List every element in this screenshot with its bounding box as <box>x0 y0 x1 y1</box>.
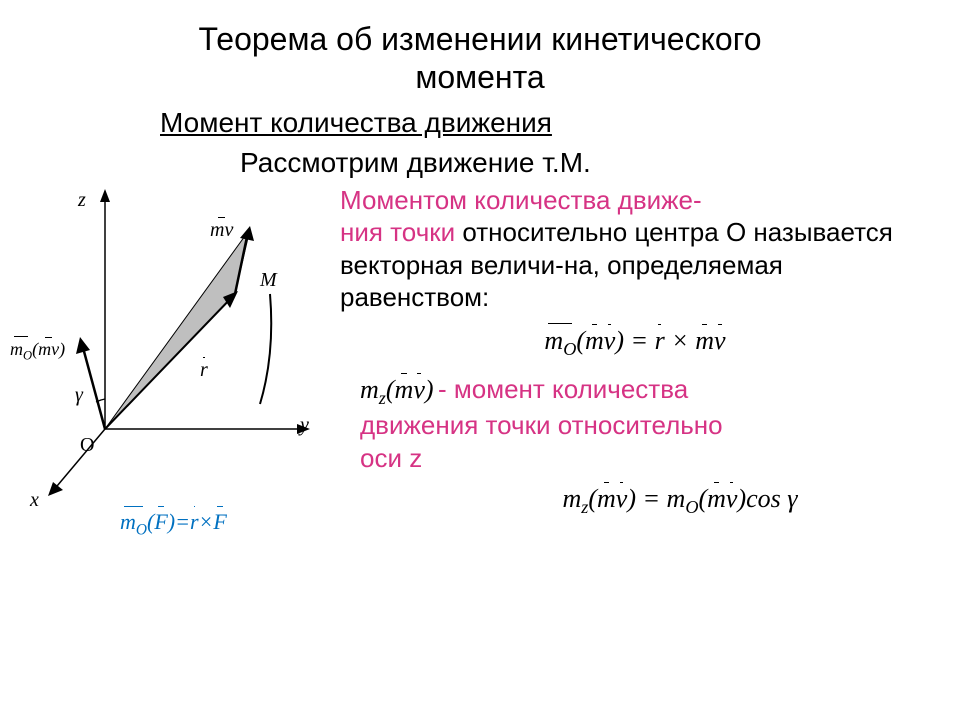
mz-definition: mz(mν) - момент количества движения точк… <box>360 373 960 474</box>
blue-formula: mO(F)=r×F <box>120 509 227 539</box>
text-column: Моментом количества движе- ния точки отн… <box>340 184 960 368</box>
origin-label: O <box>80 434 94 457</box>
definition-text: Моментом количества движе- ния точки отн… <box>340 184 930 314</box>
axis-x-label: x <box>30 489 39 512</box>
diagram-column: z y x O M r mν mO(mν) γ mO(F)=r×F <box>0 184 340 368</box>
axis-y-label: y <box>300 414 309 437</box>
content-row: z y x O M r mν mO(mν) γ mO(F)=r×F Момент… <box>0 184 960 368</box>
gamma-label: γ <box>75 384 83 407</box>
vec-mv-label: mν <box>210 219 233 242</box>
intro-text: Рассмотрим движение т.М. <box>240 147 960 179</box>
page-title: Теорема об изменении кинетического момен… <box>0 0 960 97</box>
axis-z-label: z <box>78 189 86 212</box>
subtitle: Момент количества движения <box>160 107 960 139</box>
formula-mo: mO(mν) = r × mν <box>340 326 930 360</box>
vec-mo-label: mO(mν) <box>10 339 65 364</box>
bottom-section: mz(mν) - момент количества движения точк… <box>360 373 960 518</box>
vec-r-label: r <box>200 359 208 382</box>
formula-mz: mz(mν) = mO(mν)cos γ <box>400 484 960 518</box>
point-m-label: M <box>260 269 277 292</box>
